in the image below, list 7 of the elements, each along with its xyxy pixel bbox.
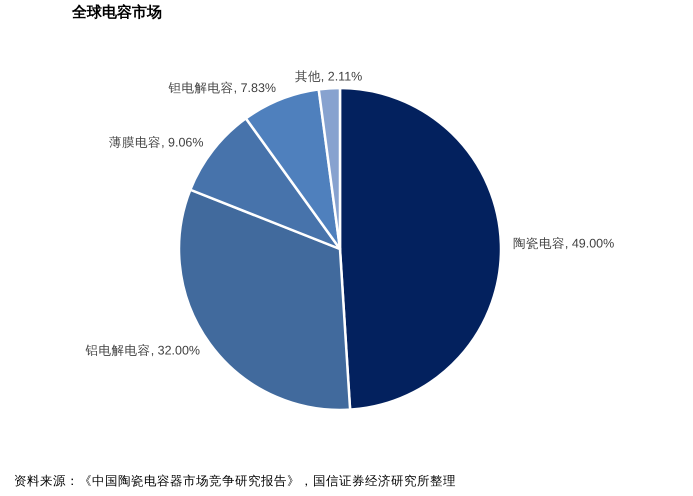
slice-label: 其他, 2.11% (294, 69, 362, 84)
slice-label: 薄膜电容, 9.06% (109, 134, 204, 150)
slice-label: 铝电解电容, 32.00% (84, 342, 200, 358)
chart-title: 全球电容市场 (71, 3, 162, 21)
text: 资料来源：《中国陶瓷电容器市场竞争研究报告》，国信证券经济研究所整理 (14, 473, 456, 488)
slice-label: 钽电解电容, 7.83% (168, 80, 276, 96)
slice-label: 陶瓷电容, 49.00% (512, 236, 614, 251)
